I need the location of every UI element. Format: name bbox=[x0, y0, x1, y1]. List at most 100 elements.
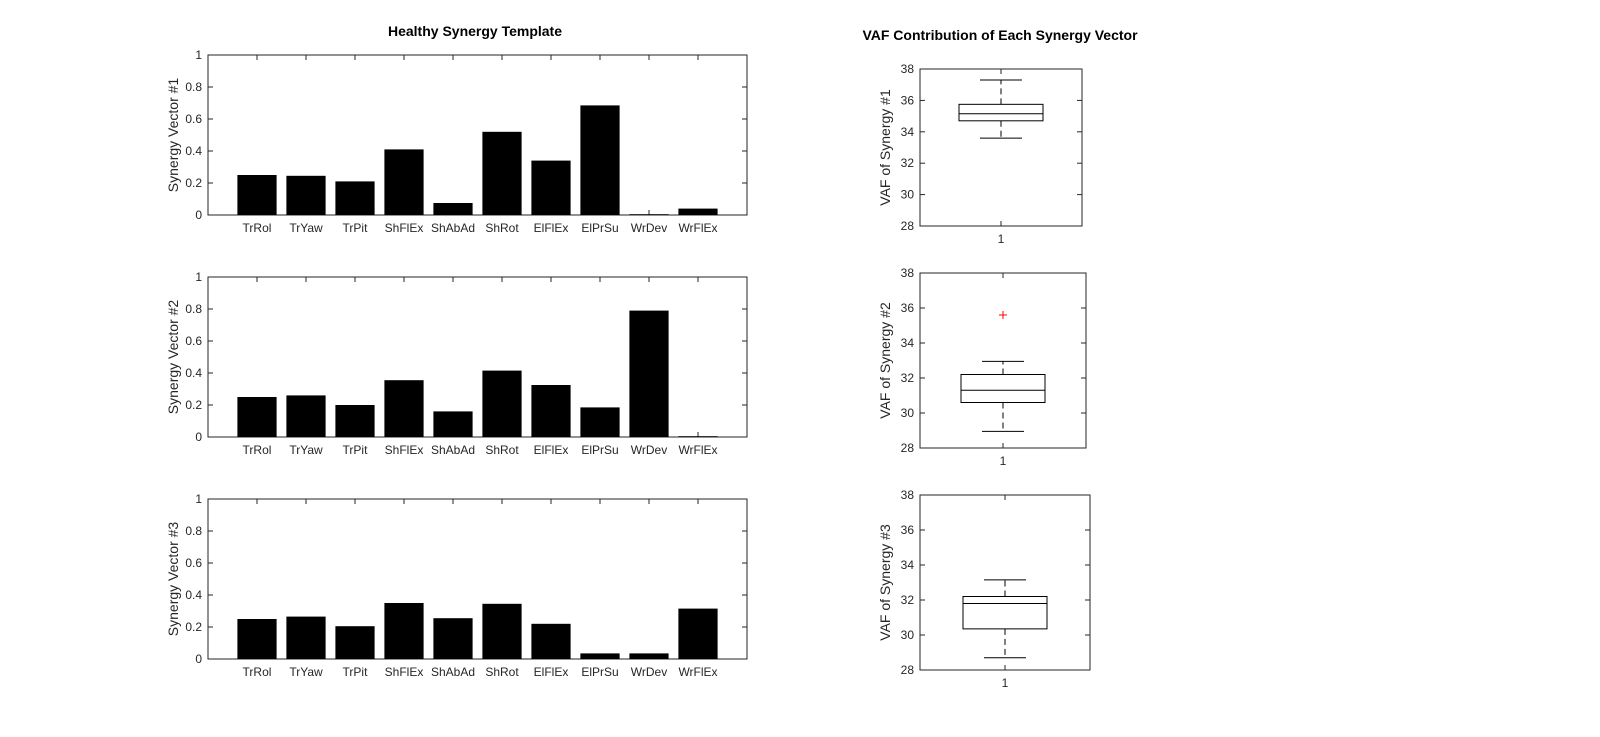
x-tick-label: ShAbAd bbox=[431, 443, 475, 457]
x-tick-label: ElPrSu bbox=[581, 665, 618, 679]
bar bbox=[384, 380, 424, 437]
x-tick-label: ShFlEx bbox=[385, 665, 424, 679]
iqr-box bbox=[958, 103, 1044, 122]
y-tick-label: 0.8 bbox=[185, 524, 202, 538]
y-tick-label: 0.2 bbox=[185, 398, 202, 412]
bar bbox=[580, 407, 620, 437]
y-tick-label: 28 bbox=[901, 441, 915, 455]
bar bbox=[335, 405, 375, 437]
x-tick-label: ShRot bbox=[485, 221, 519, 235]
bar-panel-title: Healthy Synergy Template bbox=[388, 23, 562, 39]
y-tick-label: 0.6 bbox=[185, 556, 202, 570]
box-panel-title: VAF Contribution of Each Synergy Vector bbox=[862, 27, 1138, 43]
y-tick-label: 1 bbox=[195, 492, 202, 506]
y-tick-label: 36 bbox=[901, 523, 915, 537]
y-tick-label: 0.4 bbox=[185, 366, 202, 380]
bar bbox=[384, 603, 424, 659]
y-axis-label: VAF of Synergy #2 bbox=[877, 302, 893, 419]
y-tick-label: 0.8 bbox=[185, 80, 202, 94]
chart-panel-1: 0 0.2 0.4 0.6 0.8 1 Synergy Vector #1 TrRol TrYa… bbox=[165, 48, 748, 235]
y-tick-label: 30 bbox=[901, 188, 915, 202]
y-axis-label: Synergy Vector #3 bbox=[165, 522, 181, 637]
iqr-box bbox=[960, 374, 1046, 403]
x-tick-label: WrDev bbox=[631, 221, 667, 235]
x-tick-label: TrRol bbox=[243, 221, 272, 235]
x-tick-label: ShFlEx bbox=[385, 221, 424, 235]
x-tick-label: ElFlEx bbox=[534, 665, 569, 679]
outlier-marker bbox=[999, 311, 1007, 319]
bar bbox=[237, 619, 277, 659]
charts-layer: 0 0.2 0.4 0.6 0.8 1 Synergy Vector #1 TrRol TrYa… bbox=[165, 48, 1091, 690]
y-axis-label: Synergy Vector #1 bbox=[165, 78, 181, 193]
x-tick-label: WrDev bbox=[631, 443, 667, 457]
y-tick-label: 0.8 bbox=[185, 302, 202, 316]
chart-panel-6: 28 30 32 34 36 38 VAF of Synergy #3 1 bbox=[877, 488, 1091, 690]
bar bbox=[433, 618, 473, 659]
x-tick-label: 1 bbox=[998, 232, 1005, 246]
x-tick-label: TrYaw bbox=[289, 443, 323, 457]
bar bbox=[482, 131, 522, 215]
chart-panel-4: 28 30 32 34 36 38 VAF of Synergy #1 1 bbox=[877, 62, 1083, 246]
bar bbox=[629, 214, 669, 215]
chart-panel-3: 0 0.2 0.4 0.6 0.8 1 Synergy Vector #3 TrRol TrYa… bbox=[165, 492, 748, 679]
y-tick-label: 0.4 bbox=[185, 144, 202, 158]
y-tick-label: 38 bbox=[901, 266, 915, 280]
x-tick-label: ElPrSu bbox=[581, 443, 618, 457]
y-tick-label: 1 bbox=[195, 270, 202, 284]
x-tick-label: ElFlEx bbox=[534, 443, 569, 457]
x-tick-label: TrRol bbox=[243, 665, 272, 679]
y-tick-label: 0.2 bbox=[185, 176, 202, 190]
y-tick-label: 0.2 bbox=[185, 620, 202, 634]
y-tick-label: 0.4 bbox=[185, 588, 202, 602]
bar bbox=[678, 208, 718, 215]
y-tick-label: 32 bbox=[901, 593, 915, 607]
y-tick-label: 32 bbox=[901, 371, 915, 385]
bar bbox=[580, 105, 620, 215]
bar bbox=[678, 608, 718, 659]
y-tick-label: 28 bbox=[901, 663, 915, 677]
x-tick-label: WrDev bbox=[631, 665, 667, 679]
y-axis-label: VAF of Synergy #3 bbox=[877, 524, 893, 641]
bar bbox=[531, 385, 571, 437]
bar bbox=[237, 175, 277, 215]
x-tick-label: ShAbAd bbox=[431, 665, 475, 679]
x-tick-label: TrPit bbox=[343, 665, 369, 679]
x-tick-label: ElPrSu bbox=[581, 221, 618, 235]
x-tick-label: 1 bbox=[1000, 454, 1007, 468]
x-tick-label: TrYaw bbox=[289, 665, 323, 679]
x-tick-label: ShFlEx bbox=[385, 443, 424, 457]
bar bbox=[433, 411, 473, 437]
y-tick-label: 34 bbox=[901, 125, 915, 139]
y-tick-label: 0.6 bbox=[185, 334, 202, 348]
y-tick-label: 34 bbox=[901, 558, 915, 572]
y-tick-label: 36 bbox=[901, 301, 915, 315]
x-tick-label: ElFlEx bbox=[534, 221, 569, 235]
y-axis-label: VAF of Synergy #1 bbox=[877, 89, 893, 206]
y-tick-label: 28 bbox=[901, 219, 915, 233]
plot-frame bbox=[207, 54, 748, 216]
x-tick-label: TrYaw bbox=[289, 221, 323, 235]
y-tick-label: 36 bbox=[901, 93, 915, 107]
x-tick-label: TrPit bbox=[343, 221, 369, 235]
y-tick-label: 0 bbox=[195, 430, 202, 444]
plot-frame bbox=[919, 272, 1087, 449]
bar bbox=[384, 149, 424, 215]
x-tick-label: WrFlEx bbox=[678, 221, 717, 235]
x-tick-label: 1 bbox=[1002, 676, 1009, 690]
iqr-box bbox=[962, 596, 1048, 630]
x-tick-label: ShRot bbox=[485, 665, 519, 679]
bar bbox=[531, 160, 571, 215]
bar bbox=[286, 616, 326, 659]
x-tick-label: WrFlEx bbox=[678, 443, 717, 457]
y-tick-label: 38 bbox=[901, 488, 915, 502]
bar bbox=[335, 181, 375, 215]
y-tick-label: 34 bbox=[901, 336, 915, 350]
bar bbox=[580, 653, 620, 659]
bar bbox=[678, 436, 718, 437]
y-tick-label: 30 bbox=[901, 406, 915, 420]
y-tick-label: 32 bbox=[901, 156, 915, 170]
chart-panel-2: 0 0.2 0.4 0.6 0.8 1 Synergy Vector #2 TrRol TrYa… bbox=[165, 270, 748, 457]
y-tick-label: 30 bbox=[901, 628, 915, 642]
bar bbox=[335, 626, 375, 659]
